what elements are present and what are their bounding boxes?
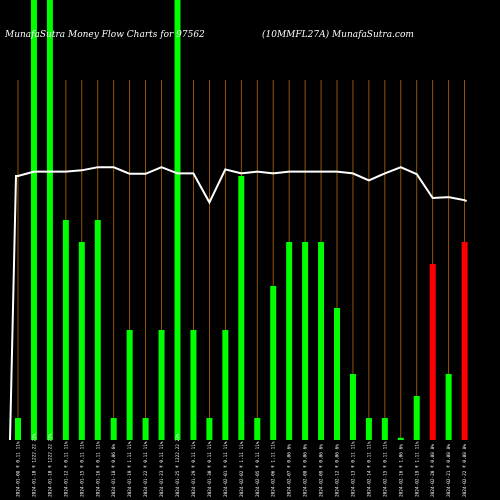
bar bbox=[286, 242, 293, 440]
x-tick-label: 2024-02-02 ₹ 1.11 11% bbox=[239, 441, 245, 497]
bar bbox=[302, 242, 309, 440]
chart-title-right: (10MMFL27A) MunafaSutra.com bbox=[262, 29, 414, 40]
bar bbox=[174, 0, 181, 440]
bar bbox=[62, 220, 69, 440]
bar bbox=[270, 286, 277, 440]
x-tick-label: 2024-02-19 ₹ 1.11 11% bbox=[414, 441, 420, 497]
x-tick-label: 2024-01-15 ₹ 0.11 11% bbox=[79, 441, 85, 497]
x-tick-label: 2024-01-08 ₹ 0.11 11% bbox=[16, 441, 22, 497]
x-tick-label: 2024-02-15 ₹ 0.11 11% bbox=[382, 441, 388, 497]
x-tick-label: 2024-02-05 ₹ 0.11 11% bbox=[255, 441, 261, 497]
bar bbox=[461, 242, 468, 440]
bar bbox=[429, 264, 436, 440]
x-tick-labels: 2024-01-08 ₹ 0.11 11% 2024-01-10 ₹ 1222.2… bbox=[16, 433, 469, 497]
bar bbox=[126, 330, 133, 440]
bar bbox=[381, 418, 388, 440]
x-tick-label: 2024-02-13 ₹ 0.11 11% bbox=[350, 441, 356, 497]
x-tick-label: 2024-02-09 ₹ 0.06 6% bbox=[319, 444, 325, 497]
x-tick-label: 2024-02-22 ₹ 0.08 8% bbox=[462, 444, 468, 497]
bar bbox=[318, 242, 325, 440]
x-tick-label: 2024-01-22 ₹ 0.11 11% bbox=[143, 441, 149, 497]
bar bbox=[238, 176, 245, 440]
x-tick-label: 2024-01-19 ₹ 1.11 11% bbox=[127, 441, 133, 497]
bar bbox=[94, 220, 101, 440]
bar bbox=[397, 437, 404, 440]
x-tick-label: 2024-02-08 ₹ 0.06 6% bbox=[303, 444, 309, 497]
bar bbox=[334, 308, 340, 440]
x-tick-label: 2024-02-16 ₹ 1.06 6% bbox=[398, 444, 404, 497]
bar bbox=[142, 418, 149, 440]
bar bbox=[254, 418, 261, 440]
x-tick-label: 2024-01-18 ₹ 0.06 6% bbox=[111, 444, 117, 497]
bar bbox=[222, 330, 229, 440]
x-tick-label: 2024-02-12 ₹ 0.06 6% bbox=[335, 444, 341, 497]
bar bbox=[445, 374, 452, 440]
bar bbox=[190, 330, 197, 440]
bar bbox=[30, 0, 37, 440]
x-tick-label: 2024-01-23 ₹ 0.11 11% bbox=[159, 441, 165, 497]
bar bbox=[110, 418, 117, 440]
bar bbox=[413, 396, 420, 440]
x-tick-label: 2024-01-12 ₹ 0.11 11% bbox=[63, 441, 69, 497]
x-tick-label: 2024-02-21 ₹ 0.08 8% bbox=[446, 444, 452, 497]
x-tick-label: 2024-02-20 ₹ 0.08 8% bbox=[430, 444, 436, 497]
bar bbox=[46, 0, 53, 440]
x-tick-label: 2024-02-01 ₹ 0.11 11% bbox=[223, 441, 229, 497]
bar bbox=[15, 418, 21, 440]
bar bbox=[206, 418, 213, 440]
bar bbox=[349, 374, 356, 440]
x-tick-label: 2024-02-07 ₹ 0.06 6% bbox=[287, 444, 293, 497]
bar bbox=[365, 418, 372, 440]
x-tick-label: 2024-01-25 ₹ 1222.22 22% bbox=[175, 433, 181, 497]
x-tick-label: 2024-01-10 ₹ 1222.22 22% bbox=[47, 433, 53, 497]
x-tick-label: 2024-01-16 ₹ 0.11 11% bbox=[95, 441, 101, 497]
x-tick-label: 2024-01-10 ₹ 1222.22 22% bbox=[31, 433, 37, 497]
money-flow-line bbox=[9, 166, 468, 441]
x-tick-label: 2024-02-06 ₹ 1.11 11% bbox=[271, 441, 277, 497]
x-tick-label: 2024-02-14 ₹ 0.11 11% bbox=[366, 441, 372, 497]
bar bbox=[158, 330, 165, 440]
x-tick-label: 2024-01-29 ₹ 0.11 11% bbox=[191, 441, 197, 497]
chart-title-left: MunafaSutra Money Flow Charts for 97562 bbox=[4, 30, 205, 40]
bar bbox=[78, 242, 85, 440]
bars bbox=[15, 0, 468, 440]
x-tick-label: 2024-01-30 ₹ 0.11 11% bbox=[207, 441, 213, 497]
